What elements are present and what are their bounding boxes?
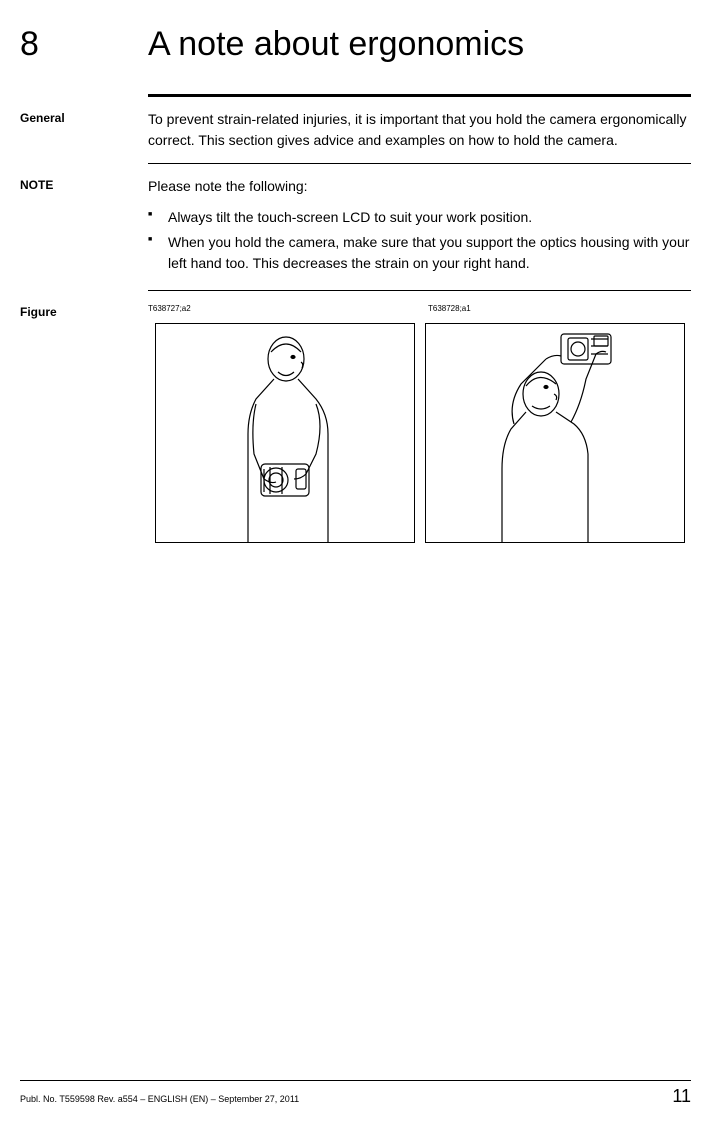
figure-refs: T638727;a2 T638728;a1: [148, 303, 691, 315]
content-figure: T638727;a2 T638728;a1: [148, 303, 691, 543]
note-item: Always tilt the touch-screen LCD to suit…: [148, 207, 691, 228]
text-general: To prevent strain-related injuries, it i…: [148, 109, 691, 151]
figure-illustration-2: [425, 323, 685, 543]
figure-ref-1: T638727;a2: [148, 303, 428, 315]
chapter-header: 8 A note about ergonomics: [20, 25, 691, 64]
rule-figure: [148, 290, 691, 291]
section-note: NOTE Please note the following: Always t…: [20, 176, 691, 278]
footer-publ: Publ. No. T559598 Rev. a554 – ENGLISH (E…: [20, 1094, 299, 1104]
figure-container: [148, 323, 691, 543]
label-note: NOTE: [20, 176, 148, 278]
rule-top: [148, 94, 691, 97]
page-footer: Publ. No. T559598 Rev. a554 – ENGLISH (E…: [20, 1080, 691, 1107]
footer-page: 11: [672, 1086, 691, 1107]
rule-mid: [148, 163, 691, 164]
section-general: General To prevent strain-related injuri…: [20, 109, 691, 151]
chapter-number: 8: [20, 25, 148, 64]
figure-ref-2: T638728;a1: [428, 303, 471, 315]
note-intro: Please note the following:: [148, 176, 691, 197]
note-item: When you hold the camera, make sure that…: [148, 232, 691, 274]
label-figure: Figure: [20, 303, 148, 543]
section-figure: Figure T638727;a2 T638728;a1: [20, 303, 691, 543]
figure-illustration-1: [155, 323, 415, 543]
note-list: Always tilt the touch-screen LCD to suit…: [148, 207, 691, 274]
content-note: Please note the following: Always tilt t…: [148, 176, 691, 278]
label-general: General: [20, 109, 148, 151]
chapter-title: A note about ergonomics: [148, 25, 524, 64]
